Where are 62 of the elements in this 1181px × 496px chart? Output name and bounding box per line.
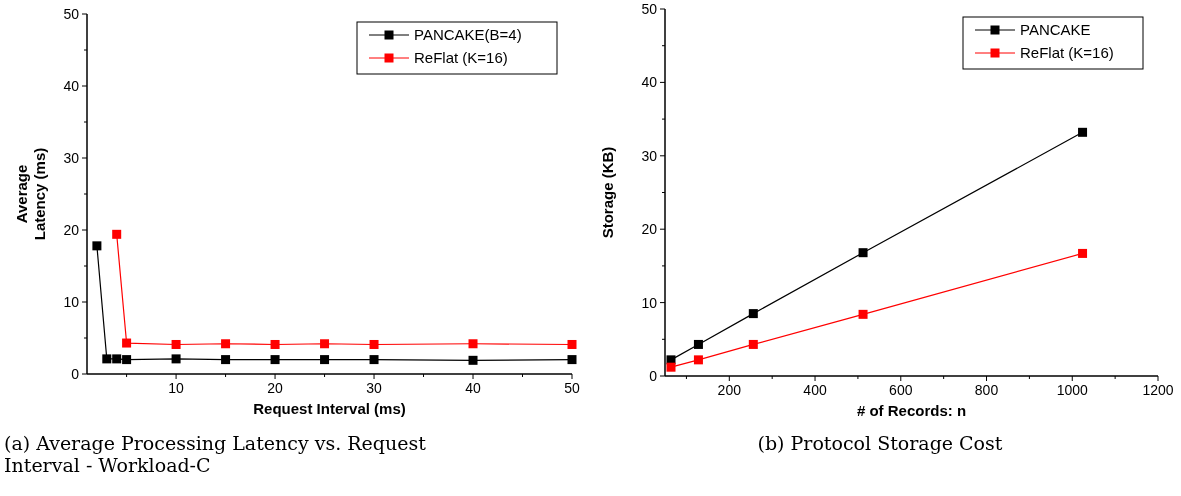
y-tick-label: 0	[71, 366, 80, 382]
text: (a) Average Processing Latency vs. Request Interval - Workload-C	[4, 432, 427, 476]
point	[468, 339, 478, 349]
point	[320, 355, 330, 365]
x-tick-label: 40	[465, 380, 482, 396]
x-tick-label: 600	[889, 382, 913, 398]
legend-label: PANCAKE	[1020, 21, 1091, 38]
point	[369, 355, 379, 365]
y-tick-label: 10	[63, 294, 80, 310]
point	[122, 338, 132, 348]
x-tick-label: 1200	[1142, 382, 1174, 398]
point	[748, 309, 758, 319]
y-tick-label: 20	[641, 221, 658, 238]
x-axis-title: Request Interval (ms)	[253, 400, 406, 417]
point	[468, 355, 478, 365]
point	[122, 355, 132, 365]
point	[270, 339, 280, 349]
y-tick-label: 50	[63, 6, 80, 22]
point	[171, 339, 181, 349]
x-tick-label: 20	[267, 380, 284, 396]
point	[858, 309, 868, 319]
y-axis-title: Storage (KB)	[599, 146, 616, 239]
point	[92, 241, 102, 251]
point	[221, 355, 231, 365]
legend-label: ReFlat (K=16)	[1020, 44, 1114, 61]
point	[567, 339, 577, 349]
point	[221, 339, 231, 349]
legend-label: PANCAKE(B=4)	[414, 26, 522, 43]
y-tick-label: 40	[63, 78, 80, 94]
point	[102, 354, 112, 364]
y-tick-label: 0	[649, 368, 658, 384]
x-tick-label: 30	[366, 380, 383, 396]
point	[748, 339, 758, 349]
y-axis-title: Average Latency (ms)	[13, 147, 48, 241]
point	[171, 354, 181, 364]
x-tick-label: 1000	[1056, 382, 1089, 398]
point	[567, 355, 577, 365]
point	[320, 339, 330, 349]
x-tick-label: 10	[168, 380, 185, 396]
point	[369, 339, 379, 349]
x-tick-label: 400	[803, 382, 827, 398]
point	[270, 355, 280, 365]
y-tick-label: 30	[641, 147, 658, 164]
text: (b) Protocol Storage Cost	[757, 432, 1003, 454]
point	[112, 229, 122, 239]
x-tick-label: 200	[717, 382, 742, 398]
point	[112, 354, 122, 364]
point	[693, 355, 703, 365]
point	[666, 362, 676, 372]
y-tick-label: 20	[63, 222, 80, 238]
x-tick-label: 50	[564, 380, 580, 396]
point	[1078, 127, 1088, 137]
y-tick-label: 10	[641, 294, 658, 311]
point	[693, 339, 703, 349]
point	[858, 248, 868, 258]
point	[1078, 248, 1088, 258]
y-tick-label: 40	[641, 74, 658, 91]
legend-label: ReFlat (K=16)	[414, 49, 508, 66]
x-tick-label: 800	[974, 382, 999, 398]
y-tick-label: 30	[63, 150, 80, 166]
x-axis-title: # of Records: n	[856, 402, 967, 419]
y-tick-label: 50	[641, 1, 658, 17]
